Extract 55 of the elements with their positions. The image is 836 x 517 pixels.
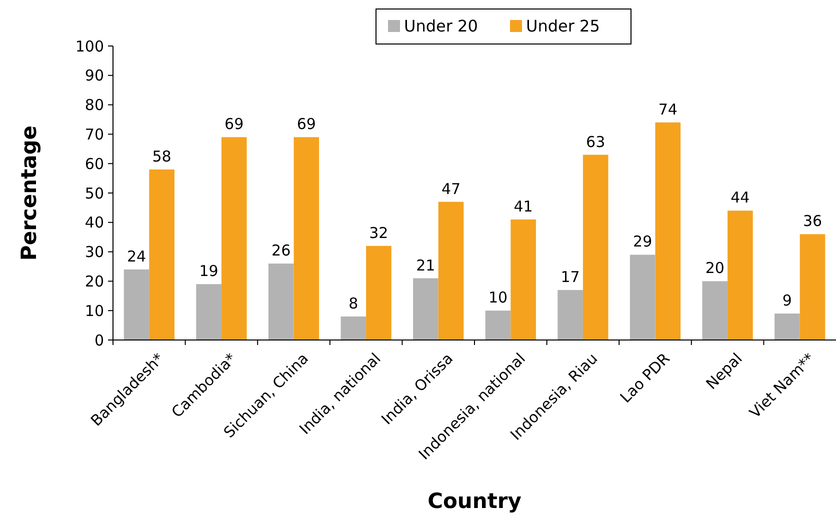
data-label: 24 [126, 247, 146, 266]
data-label: 58 [152, 147, 172, 166]
data-label: 63 [586, 132, 606, 151]
bar [630, 254, 656, 340]
bar [221, 137, 247, 340]
bar [413, 278, 438, 340]
y-tick-label: 100 [75, 37, 104, 56]
bar [582, 154, 608, 340]
data-label: 26 [272, 242, 291, 260]
y-tick-label: 70 [84, 125, 104, 144]
data-label: 69 [224, 115, 244, 134]
data-label: 32 [369, 224, 388, 242]
legend-label: Under 20 [404, 16, 478, 36]
y-tick-label: 90 [84, 66, 104, 85]
data-label: 41 [514, 197, 533, 216]
y-axis-title: Percentage [17, 125, 41, 261]
bar [510, 219, 536, 340]
data-label: 69 [296, 115, 316, 134]
y-tick-label: 10 [84, 302, 104, 320]
bar [485, 310, 511, 340]
data-label: 47 [441, 180, 461, 198]
legend-label: Under 25 [526, 16, 600, 36]
y-tick-label: 0 [94, 331, 104, 350]
data-label: 20 [705, 259, 724, 278]
bar [124, 269, 150, 340]
bar [438, 202, 464, 340]
bar [340, 316, 366, 340]
bar [149, 169, 174, 340]
data-label: 19 [199, 262, 218, 280]
bar [702, 281, 728, 340]
bar [268, 264, 294, 340]
bar [558, 290, 583, 340]
bar [294, 137, 320, 340]
bar [196, 284, 222, 340]
data-label: 74 [658, 100, 678, 118]
bar [728, 210, 753, 340]
data-label: 10 [488, 288, 508, 307]
data-label: 21 [416, 256, 436, 274]
data-label: 9 [782, 292, 792, 310]
data-label: 44 [730, 188, 750, 207]
y-tick-label: 40 [84, 214, 104, 232]
y-tick-label: 80 [84, 96, 104, 114]
bar [774, 314, 800, 340]
x-axis-title: Country [428, 489, 522, 513]
data-label: 17 [560, 268, 580, 286]
bar [800, 234, 826, 340]
data-label: 29 [633, 232, 652, 251]
data-label: 8 [348, 294, 358, 312]
bar [655, 122, 681, 340]
y-tick-label: 30 [84, 243, 104, 262]
y-tick-label: 20 [84, 272, 104, 290]
data-label: 36 [802, 212, 822, 230]
y-tick-label: 60 [84, 154, 104, 173]
bar [366, 246, 392, 340]
y-tick-label: 50 [84, 184, 104, 202]
